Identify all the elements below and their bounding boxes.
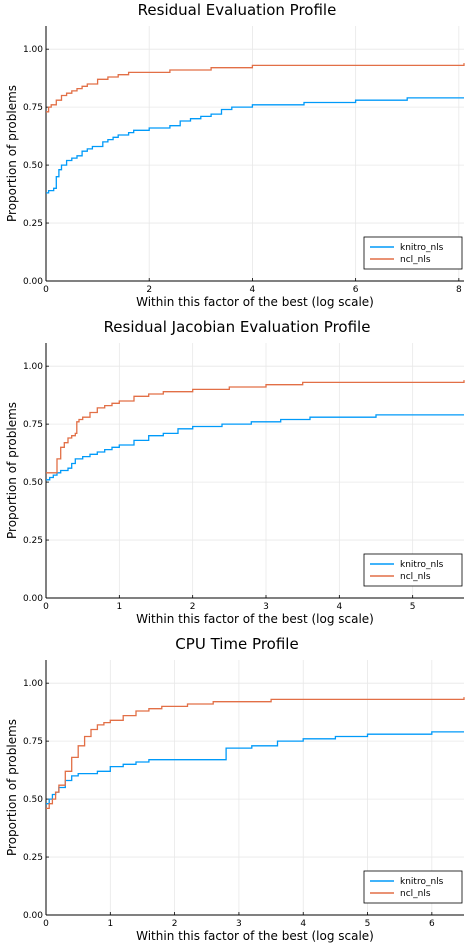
y-tick-label: 0.50: [23, 478, 43, 488]
series-line-knitro_nls: [46, 731, 464, 805]
y-tick-label: 0.25: [23, 853, 43, 863]
x-tick-label: 2: [146, 285, 152, 295]
x-axis-label: Within this factor of the best (log scal…: [136, 295, 374, 309]
x-tick-label: 1: [107, 919, 113, 929]
y-tick-label: 0.50: [23, 161, 43, 171]
y-tick-label: 0.00: [23, 594, 43, 604]
y-tick-label: 0.75: [23, 103, 43, 113]
x-tick-label: 6: [429, 919, 435, 929]
x-tick-label: 0: [43, 602, 49, 612]
x-axis-label: Within this factor of the best (log scal…: [136, 612, 374, 626]
legend: knitro_nls ncl_nls: [363, 236, 463, 270]
legend-box: [363, 553, 463, 587]
chart-title: CPU Time Profile: [175, 635, 298, 653]
x-tick-label: 1: [116, 602, 122, 612]
x-axis-label: Within this factor of the best (log scal…: [136, 929, 374, 943]
legend-box: [363, 236, 463, 270]
y-tick-label: 0.25: [23, 536, 43, 546]
x-tick-label: 4: [250, 285, 256, 295]
y-tick-label: 1.00: [23, 362, 43, 372]
x-tick-label: 2: [190, 602, 196, 612]
legend-label: ncl_nls: [400, 889, 431, 899]
chart-panel-3: CPU Time Profile 0 1 2 3 4 5 6 0.00 0.25 0.50 0.75 1…: [5, 635, 465, 943]
x-tick-label: 0: [43, 285, 49, 295]
series-line-knitro_nls: [46, 97, 464, 194]
y-tick-label: 0.00: [23, 277, 43, 287]
legend-label: ncl_nls: [400, 255, 431, 265]
legend-label: ncl_nls: [400, 572, 431, 582]
chart-title: Residual Jacobian Evaluation Profile: [104, 318, 371, 336]
y-tick-label: 1.00: [23, 45, 43, 55]
chart-panel-2: Residual Jacobian Evaluation Profile 0 1 2 3…: [5, 318, 465, 626]
x-tick-label: 3: [263, 602, 269, 612]
y-tick-label: 0.50: [23, 795, 43, 805]
y-tick-label: 0.75: [23, 420, 43, 430]
chart-panel-1: Residual Evaluation Profile 0 2 4 6 8 0.00 0.25…: [5, 1, 465, 309]
y-axis-label: Proportion of problems: [5, 719, 19, 856]
series-line-ncl_nls: [46, 63, 465, 113]
y-axis-label: Proportion of problems: [5, 402, 19, 539]
x-tick-label: 5: [410, 602, 416, 612]
y-axis-label: Proportion of problems: [5, 85, 19, 222]
y-tick-label: 0.25: [23, 219, 43, 229]
x-tick-label: 6: [353, 285, 359, 295]
legend-label: knitro_nls: [400, 877, 444, 887]
x-tick-label: 3: [236, 919, 242, 929]
x-tick-label: 2: [172, 919, 178, 929]
x-tick-label: 5: [365, 919, 371, 929]
x-tick-label: 8: [456, 285, 462, 295]
chart-title: Residual Evaluation Profile: [138, 1, 337, 19]
legend-box: [363, 870, 463, 904]
x-tick-label: 4: [300, 919, 306, 929]
y-tick-label: 1.00: [23, 679, 43, 689]
series-line-ncl_nls: [46, 697, 465, 810]
y-tick-label: 0.00: [23, 911, 43, 921]
x-tick-label: 4: [336, 602, 342, 612]
x-tick-label: 0: [43, 919, 49, 929]
legend: knitro_nls ncl_nls: [363, 870, 463, 904]
series-line-knitro_nls: [46, 414, 464, 481]
series-line-ncl_nls: [46, 380, 465, 474]
y-tick-label: 0.75: [23, 737, 43, 747]
legend: knitro_nls ncl_nls: [363, 553, 463, 587]
legend-label: knitro_nls: [400, 243, 444, 253]
legend-label: knitro_nls: [400, 560, 444, 570]
